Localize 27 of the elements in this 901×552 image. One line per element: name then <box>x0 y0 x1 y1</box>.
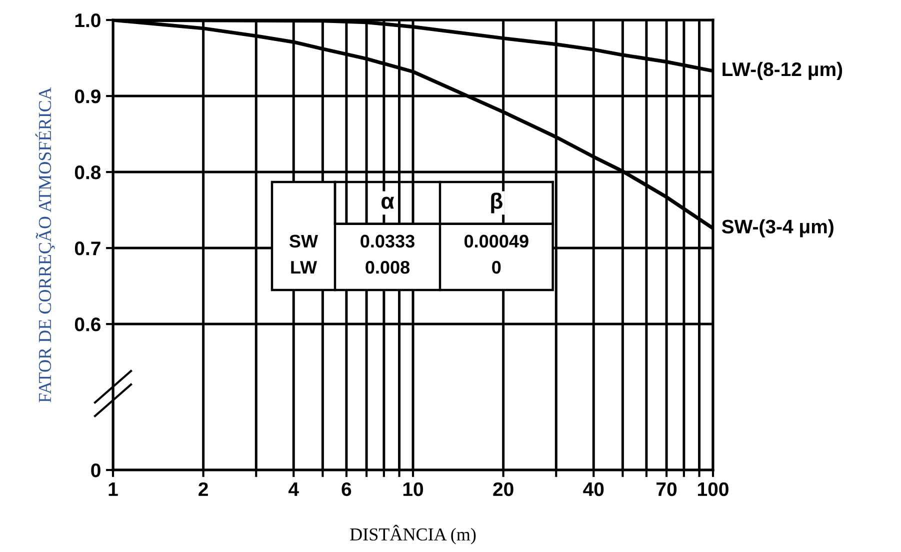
annotation: 0.0333 <box>360 234 414 248</box>
y-tick-label: 0.8 <box>74 165 101 180</box>
series-label: SW-(3-4 μm) <box>722 219 834 238</box>
annotation: 0.008 <box>366 260 410 274</box>
x-tick-label: 100 <box>698 482 728 496</box>
annotation: 0 <box>492 260 501 274</box>
y-tick-label: 0.6 <box>74 318 100 332</box>
annotation: SW <box>289 234 318 248</box>
y-tick-label: 0.9 <box>74 89 100 104</box>
y-tick-label: 1.0 <box>75 13 100 28</box>
x-tick-label: 4 <box>288 482 299 496</box>
x-tick-label: 10 <box>403 482 424 496</box>
series-label: LW-(8-12 μm) <box>722 62 842 80</box>
x-tick-label: 40 <box>583 482 604 496</box>
y-axis-title: FATOR DE CORREÇÃO ATMOSFÉRICA <box>35 87 55 402</box>
x-tick-label: 2 <box>198 482 208 496</box>
y-tick-label: 0 <box>91 463 100 478</box>
x-tick-label: 20 <box>493 482 514 496</box>
y-tick-label: 0.7 <box>74 242 100 256</box>
annotation: LW <box>291 261 318 274</box>
x-tick-label: 70 <box>656 482 677 496</box>
x-tick-label: 6 <box>342 482 352 496</box>
annotation: β <box>491 192 502 214</box>
x-axis-title: DISTÂNCIA (m) <box>350 524 476 544</box>
annotation: 0.00049 <box>464 234 528 248</box>
x-tick-label: 1 <box>108 482 118 496</box>
annotation: α <box>382 196 394 209</box>
